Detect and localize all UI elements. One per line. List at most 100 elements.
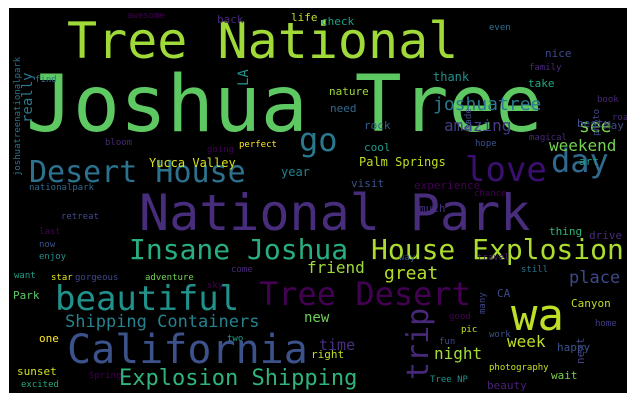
word: much bbox=[419, 202, 446, 215]
word: now bbox=[39, 240, 56, 250]
word: home bbox=[595, 319, 617, 329]
word: pic bbox=[461, 325, 478, 335]
word: Joshua Tree bbox=[26, 60, 543, 150]
word: awesome bbox=[127, 11, 165, 21]
word: retreat bbox=[61, 212, 99, 222]
word: right bbox=[311, 348, 345, 361]
word: chance bbox=[474, 189, 507, 199]
word: CA bbox=[497, 287, 511, 300]
word: take bbox=[528, 77, 555, 90]
word: Tree Desert bbox=[259, 275, 471, 313]
word: star bbox=[51, 273, 73, 283]
word: week bbox=[507, 332, 546, 351]
word: go bbox=[299, 121, 338, 159]
word: Desert House bbox=[29, 155, 246, 190]
word: bloom bbox=[105, 138, 133, 148]
word: sky bbox=[207, 281, 224, 291]
word: many bbox=[478, 292, 488, 314]
word: book bbox=[597, 95, 619, 105]
word: nice bbox=[545, 47, 572, 60]
word: weekend bbox=[549, 136, 617, 155]
word: experience bbox=[414, 179, 481, 192]
word: magical bbox=[529, 133, 567, 143]
word: work bbox=[489, 330, 511, 340]
word: May bbox=[604, 119, 624, 132]
word: thank bbox=[433, 70, 470, 84]
word: day bbox=[551, 142, 609, 180]
word: life bbox=[291, 11, 318, 24]
word: trip bbox=[401, 307, 436, 380]
word: happy bbox=[557, 341, 591, 354]
word: place bbox=[569, 268, 621, 288]
word: hope bbox=[475, 139, 497, 149]
word: National Park bbox=[139, 184, 531, 242]
word: LA bbox=[236, 69, 252, 86]
word: Palm Springs bbox=[359, 155, 446, 169]
word: way bbox=[399, 253, 416, 263]
word: gorgeous bbox=[75, 273, 119, 283]
word: year bbox=[281, 165, 310, 179]
word: rock bbox=[364, 119, 391, 132]
word: best bbox=[577, 117, 604, 130]
word: really bbox=[20, 72, 36, 123]
word: cool bbox=[364, 141, 391, 154]
word: fun bbox=[439, 337, 456, 347]
word: friend bbox=[307, 258, 365, 277]
word: House Explosion bbox=[371, 233, 624, 266]
word: beautiful bbox=[55, 279, 240, 319]
word: still bbox=[521, 265, 549, 275]
word: going bbox=[207, 145, 235, 155]
word: Tree National bbox=[67, 12, 459, 70]
word: drive bbox=[589, 229, 623, 242]
word: new bbox=[304, 310, 330, 326]
word: sunset bbox=[17, 365, 57, 378]
word: joshuatree bbox=[433, 94, 542, 115]
word: perfect bbox=[239, 140, 277, 150]
word: one bbox=[39, 332, 59, 345]
word: Explosion Shipping bbox=[119, 366, 358, 391]
word: check bbox=[321, 15, 355, 28]
word: photo bbox=[592, 108, 602, 136]
word: wait bbox=[551, 369, 578, 382]
word: want bbox=[14, 271, 36, 281]
word: Yucca Valley bbox=[149, 156, 236, 170]
word: visit bbox=[351, 177, 385, 190]
word: come bbox=[231, 265, 253, 275]
word: find bbox=[35, 75, 57, 85]
word: love bbox=[465, 150, 547, 190]
word: amazing bbox=[444, 116, 512, 135]
word: joshuatreenationalpark bbox=[13, 56, 23, 176]
word: Spring bbox=[89, 371, 122, 381]
word: Insane Joshua bbox=[129, 233, 349, 266]
word: even bbox=[489, 23, 511, 33]
word: great bbox=[384, 263, 439, 284]
word: Canyon bbox=[571, 297, 611, 310]
word: California bbox=[67, 327, 308, 373]
word: enjoy bbox=[39, 252, 67, 262]
word: two bbox=[227, 334, 244, 344]
word: thing bbox=[549, 225, 583, 238]
word: photography bbox=[489, 363, 549, 373]
word-cloud: Joshua Tree National Park Tree National … bbox=[9, 8, 627, 393]
word: next bbox=[574, 337, 587, 365]
word: beauty bbox=[487, 379, 527, 392]
word: Tree NP bbox=[430, 375, 468, 385]
word: night bbox=[434, 344, 483, 363]
word: travel bbox=[477, 253, 510, 263]
word: good bbox=[449, 312, 471, 322]
word: need bbox=[330, 102, 357, 115]
word: wa bbox=[511, 290, 564, 341]
word: road bbox=[612, 113, 627, 123]
word: nature bbox=[329, 85, 369, 98]
word: last bbox=[39, 227, 61, 237]
word: see bbox=[579, 116, 612, 137]
word: family bbox=[529, 63, 562, 73]
word: made bbox=[464, 108, 474, 130]
word: back bbox=[217, 13, 244, 26]
word: Park bbox=[13, 289, 40, 302]
word: excited bbox=[21, 380, 59, 390]
word: time bbox=[319, 336, 356, 354]
word: art bbox=[579, 155, 599, 168]
word: Shipping Containers bbox=[65, 312, 260, 332]
word: adventure bbox=[145, 273, 194, 283]
